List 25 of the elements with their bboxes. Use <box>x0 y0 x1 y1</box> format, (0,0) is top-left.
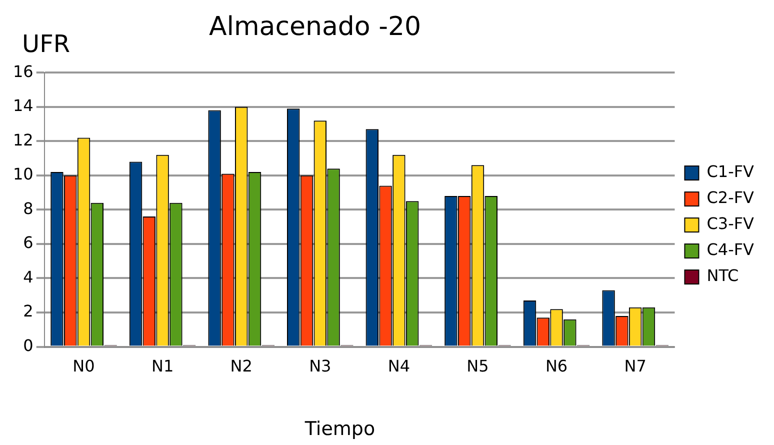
y-tick-label: 8 <box>23 198 34 218</box>
y-tick-label: 0 <box>23 336 34 355</box>
y-tick-label: 2 <box>23 302 34 321</box>
legend-label: NTC <box>706 266 739 286</box>
x-tick-label: N3 <box>309 356 332 376</box>
y-tick-label: 12 <box>13 130 34 150</box>
x-tick-label: N5 <box>466 356 489 376</box>
x-axis-title: Tiempo <box>304 418 376 440</box>
legend-label: C3-FV <box>706 214 754 234</box>
y-tick-label: 10 <box>13 164 34 184</box>
x-tick-label: N2 <box>230 356 252 376</box>
chart-title: Almacenado -20 <box>208 12 422 42</box>
legend-label: C4-FV <box>706 240 754 260</box>
y-tick-label: 14 <box>13 96 34 116</box>
x-tick-label: N0 <box>72 356 95 376</box>
x-tick-label: N4 <box>388 356 410 376</box>
y-tick-label: 16 <box>13 62 34 81</box>
x-tick-label: N7 <box>624 356 646 376</box>
x-tick-label: N6 <box>545 356 568 376</box>
legend-label: C1-FV <box>706 162 754 182</box>
y-tick-label: 4 <box>23 267 34 286</box>
y-tick-label: 6 <box>23 233 34 252</box>
x-tick-label: N1 <box>151 356 174 376</box>
legend-label: C2-FV <box>706 188 754 208</box>
y-axis-title: UFR <box>22 30 70 58</box>
